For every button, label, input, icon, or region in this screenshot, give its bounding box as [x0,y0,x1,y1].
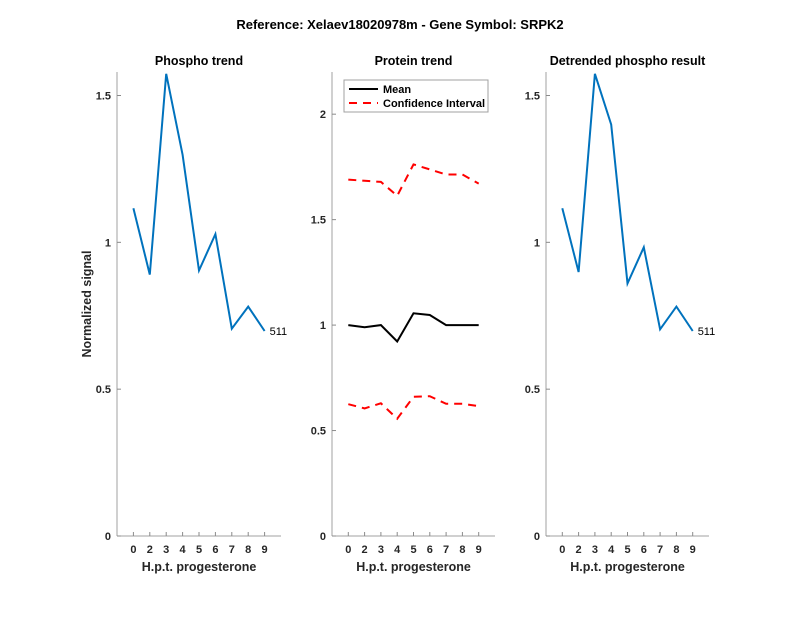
legend: Mean Confidence Interval [343,79,489,113]
x-axis-label: H.p.t. progesterone [356,560,471,574]
x-tick-label: 5 [624,544,630,556]
legend-label: Mean [383,84,411,96]
series-line-confidence-interval-lower- [348,395,479,421]
figure-title: Reference: Xelaev18020978m - Gene Symbol… [236,17,563,32]
x-tick-label: 0 [345,544,351,556]
y-tick-label: 0.5 [525,384,540,396]
y-tick-label: 0 [320,531,326,543]
panel-title: Protein trend [375,54,453,68]
y-tick-label: 1.5 [525,90,540,102]
y-tick-label: 2 [320,109,326,121]
x-tick-label: 2 [576,544,582,556]
x-tick-label: 2 [362,544,368,556]
y-tick-label: 0.5 [96,384,111,396]
x-tick-label: 8 [673,544,679,556]
series-line-confidence-interval [348,163,480,198]
y-tick-label: 1.5 [311,215,326,227]
x-tick-label: 5 [196,544,202,556]
series-line-mean [348,312,479,344]
x-tick-label: 0 [130,544,136,556]
x-tick-label: 8 [459,544,465,556]
x-tick-label: 6 [427,544,433,556]
x-tick-label: 9 [262,544,268,556]
y-tick-label: 1 [534,237,540,249]
y-tick-label: 1.5 [96,90,111,102]
x-tick-label: 5 [410,544,416,556]
y-tick-label: 1 [105,237,111,249]
x-tick-label: 3 [378,544,384,556]
series-annotation: 511 [698,326,716,338]
x-tick-label: 8 [245,544,251,556]
x-tick-label: 4 [180,544,187,556]
series-annotation: 511 [270,326,288,338]
x-tick-label: 3 [163,544,169,556]
legend-box [343,79,489,113]
x-tick-label: 6 [641,544,647,556]
y-tick-label: 0 [105,531,111,543]
x-tick-label: 9 [476,544,482,556]
x-tick-label: 2 [147,544,153,556]
x-tick-label: 7 [229,544,235,556]
y-tick-label: 0 [534,531,540,543]
x-tick-label: 4 [608,544,615,556]
panel-title: Phospho trend [155,54,243,68]
x-axis-label: H.p.t. progesterone [570,560,685,574]
series-line-511 [561,73,694,332]
x-tick-label: 4 [394,544,401,556]
x-tick-label: 9 [690,544,696,556]
series-line-511 [132,73,266,332]
y-axis-label: Normalized signal [80,251,94,358]
x-tick-label: 7 [657,544,663,556]
x-tick-label: 7 [443,544,449,556]
x-tick-label: 3 [592,544,598,556]
y-tick-label: 0.5 [311,426,326,438]
legend-label: Confidence Interval [383,98,485,110]
x-axis-label: H.p.t. progesterone [142,560,257,574]
y-tick-label: 1 [320,320,326,332]
x-tick-label: 6 [212,544,218,556]
panel-title: Detrended phospho result [550,54,706,68]
x-tick-label: 0 [559,544,565,556]
